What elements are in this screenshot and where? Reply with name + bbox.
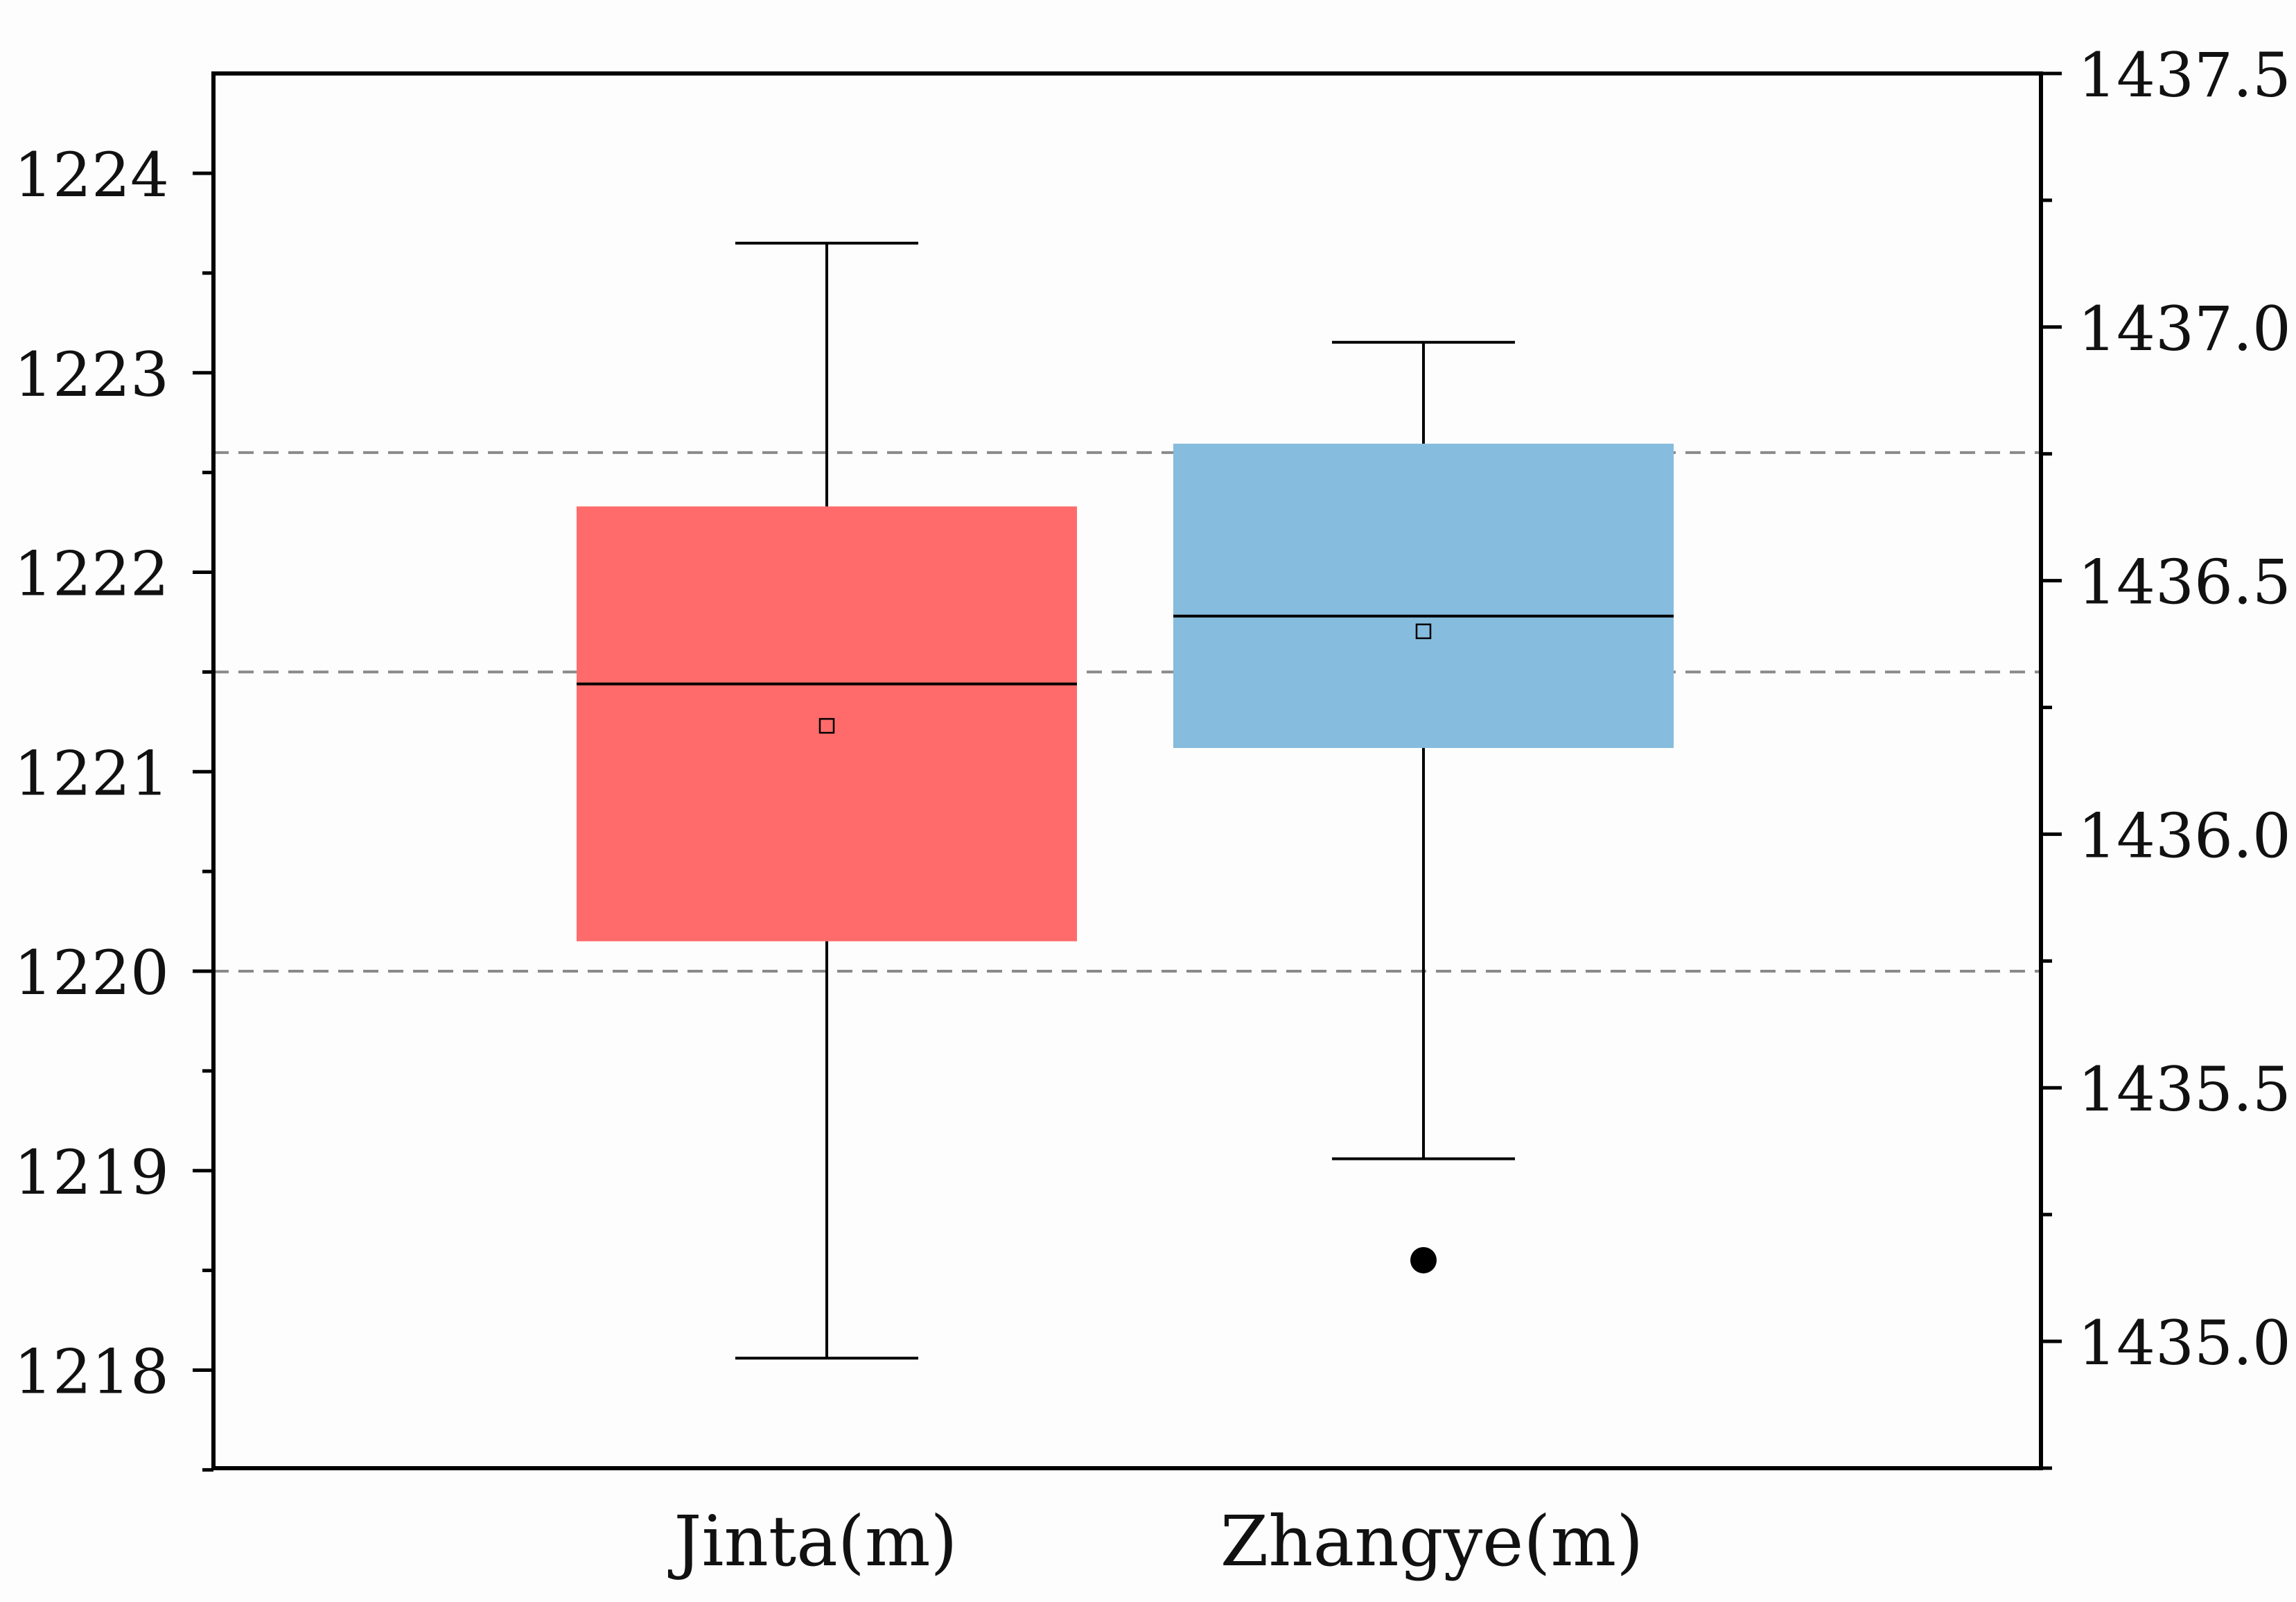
reference-lines [213,451,2041,973]
x-axis: Jinta(m) Zhangye(m) [667,1501,1643,1582]
right-tick-label: 1437.5 [2078,40,2291,111]
box-series [577,241,1674,1360]
mean-marker [1415,623,1432,640]
box-0 [577,241,1077,1360]
iqr-box [577,506,1077,941]
right-tick-label: 1435.0 [2078,1307,2291,1379]
right-tick-label: 1437.0 [2078,293,2291,365]
x-tick-label-jinta: Jinta(m) [667,1501,957,1582]
right-tick-label: 1435.5 [2078,1054,2291,1125]
left-tick-label: 1224 [14,139,169,211]
box-1 [1173,340,1674,1273]
right-tick-label: 1436.0 [2078,800,2291,871]
right-tick-label: 1436.5 [2078,547,2291,618]
left-y-axis: 1218 1219 1220 1221 1222 1223 1224 [14,139,213,1472]
left-tick-label: 1223 [14,339,169,410]
left-tick-label: 1218 [14,1337,169,1408]
left-tick-label: 1221 [14,738,169,809]
right-y-axis: 1435.0 1435.5 1436.0 1436.5 1437.0 1437.5 [2041,40,2291,1470]
iqr-box [1173,444,1674,749]
left-tick-label: 1222 [14,539,169,610]
left-tick-label: 1220 [14,937,169,1009]
mean-marker [818,717,835,734]
outlier-point-0 [1410,1246,1437,1273]
x-tick-label-zhangye: Zhangye(m) [1220,1501,1643,1582]
left-tick-label: 1219 [14,1137,169,1208]
